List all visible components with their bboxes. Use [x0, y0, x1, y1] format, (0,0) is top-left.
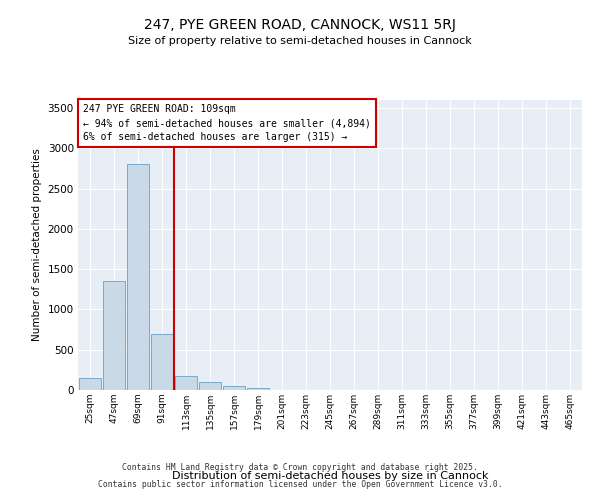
Bar [199, 382, 221, 390]
X-axis label: Distribution of semi-detached houses by size in Cannock: Distribution of semi-detached houses by … [172, 471, 488, 481]
Text: Size of property relative to semi-detached houses in Cannock: Size of property relative to semi-detach… [128, 36, 472, 46]
Bar [223, 386, 245, 390]
Bar [175, 376, 197, 390]
Bar [79, 378, 101, 390]
Text: 247 PYE GREEN ROAD: 109sqm
← 94% of semi-detached houses are smaller (4,894)
6% : 247 PYE GREEN ROAD: 109sqm ← 94% of semi… [83, 104, 371, 142]
Bar [151, 334, 173, 390]
Text: Contains public sector information licensed under the Open Government Licence v3: Contains public sector information licen… [98, 480, 502, 489]
Y-axis label: Number of semi-detached properties: Number of semi-detached properties [32, 148, 42, 342]
Bar [247, 388, 269, 390]
Text: Contains HM Land Registry data © Crown copyright and database right 2025.: Contains HM Land Registry data © Crown c… [122, 464, 478, 472]
Bar [103, 281, 125, 390]
Bar [127, 164, 149, 390]
Text: 247, PYE GREEN ROAD, CANNOCK, WS11 5RJ: 247, PYE GREEN ROAD, CANNOCK, WS11 5RJ [144, 18, 456, 32]
